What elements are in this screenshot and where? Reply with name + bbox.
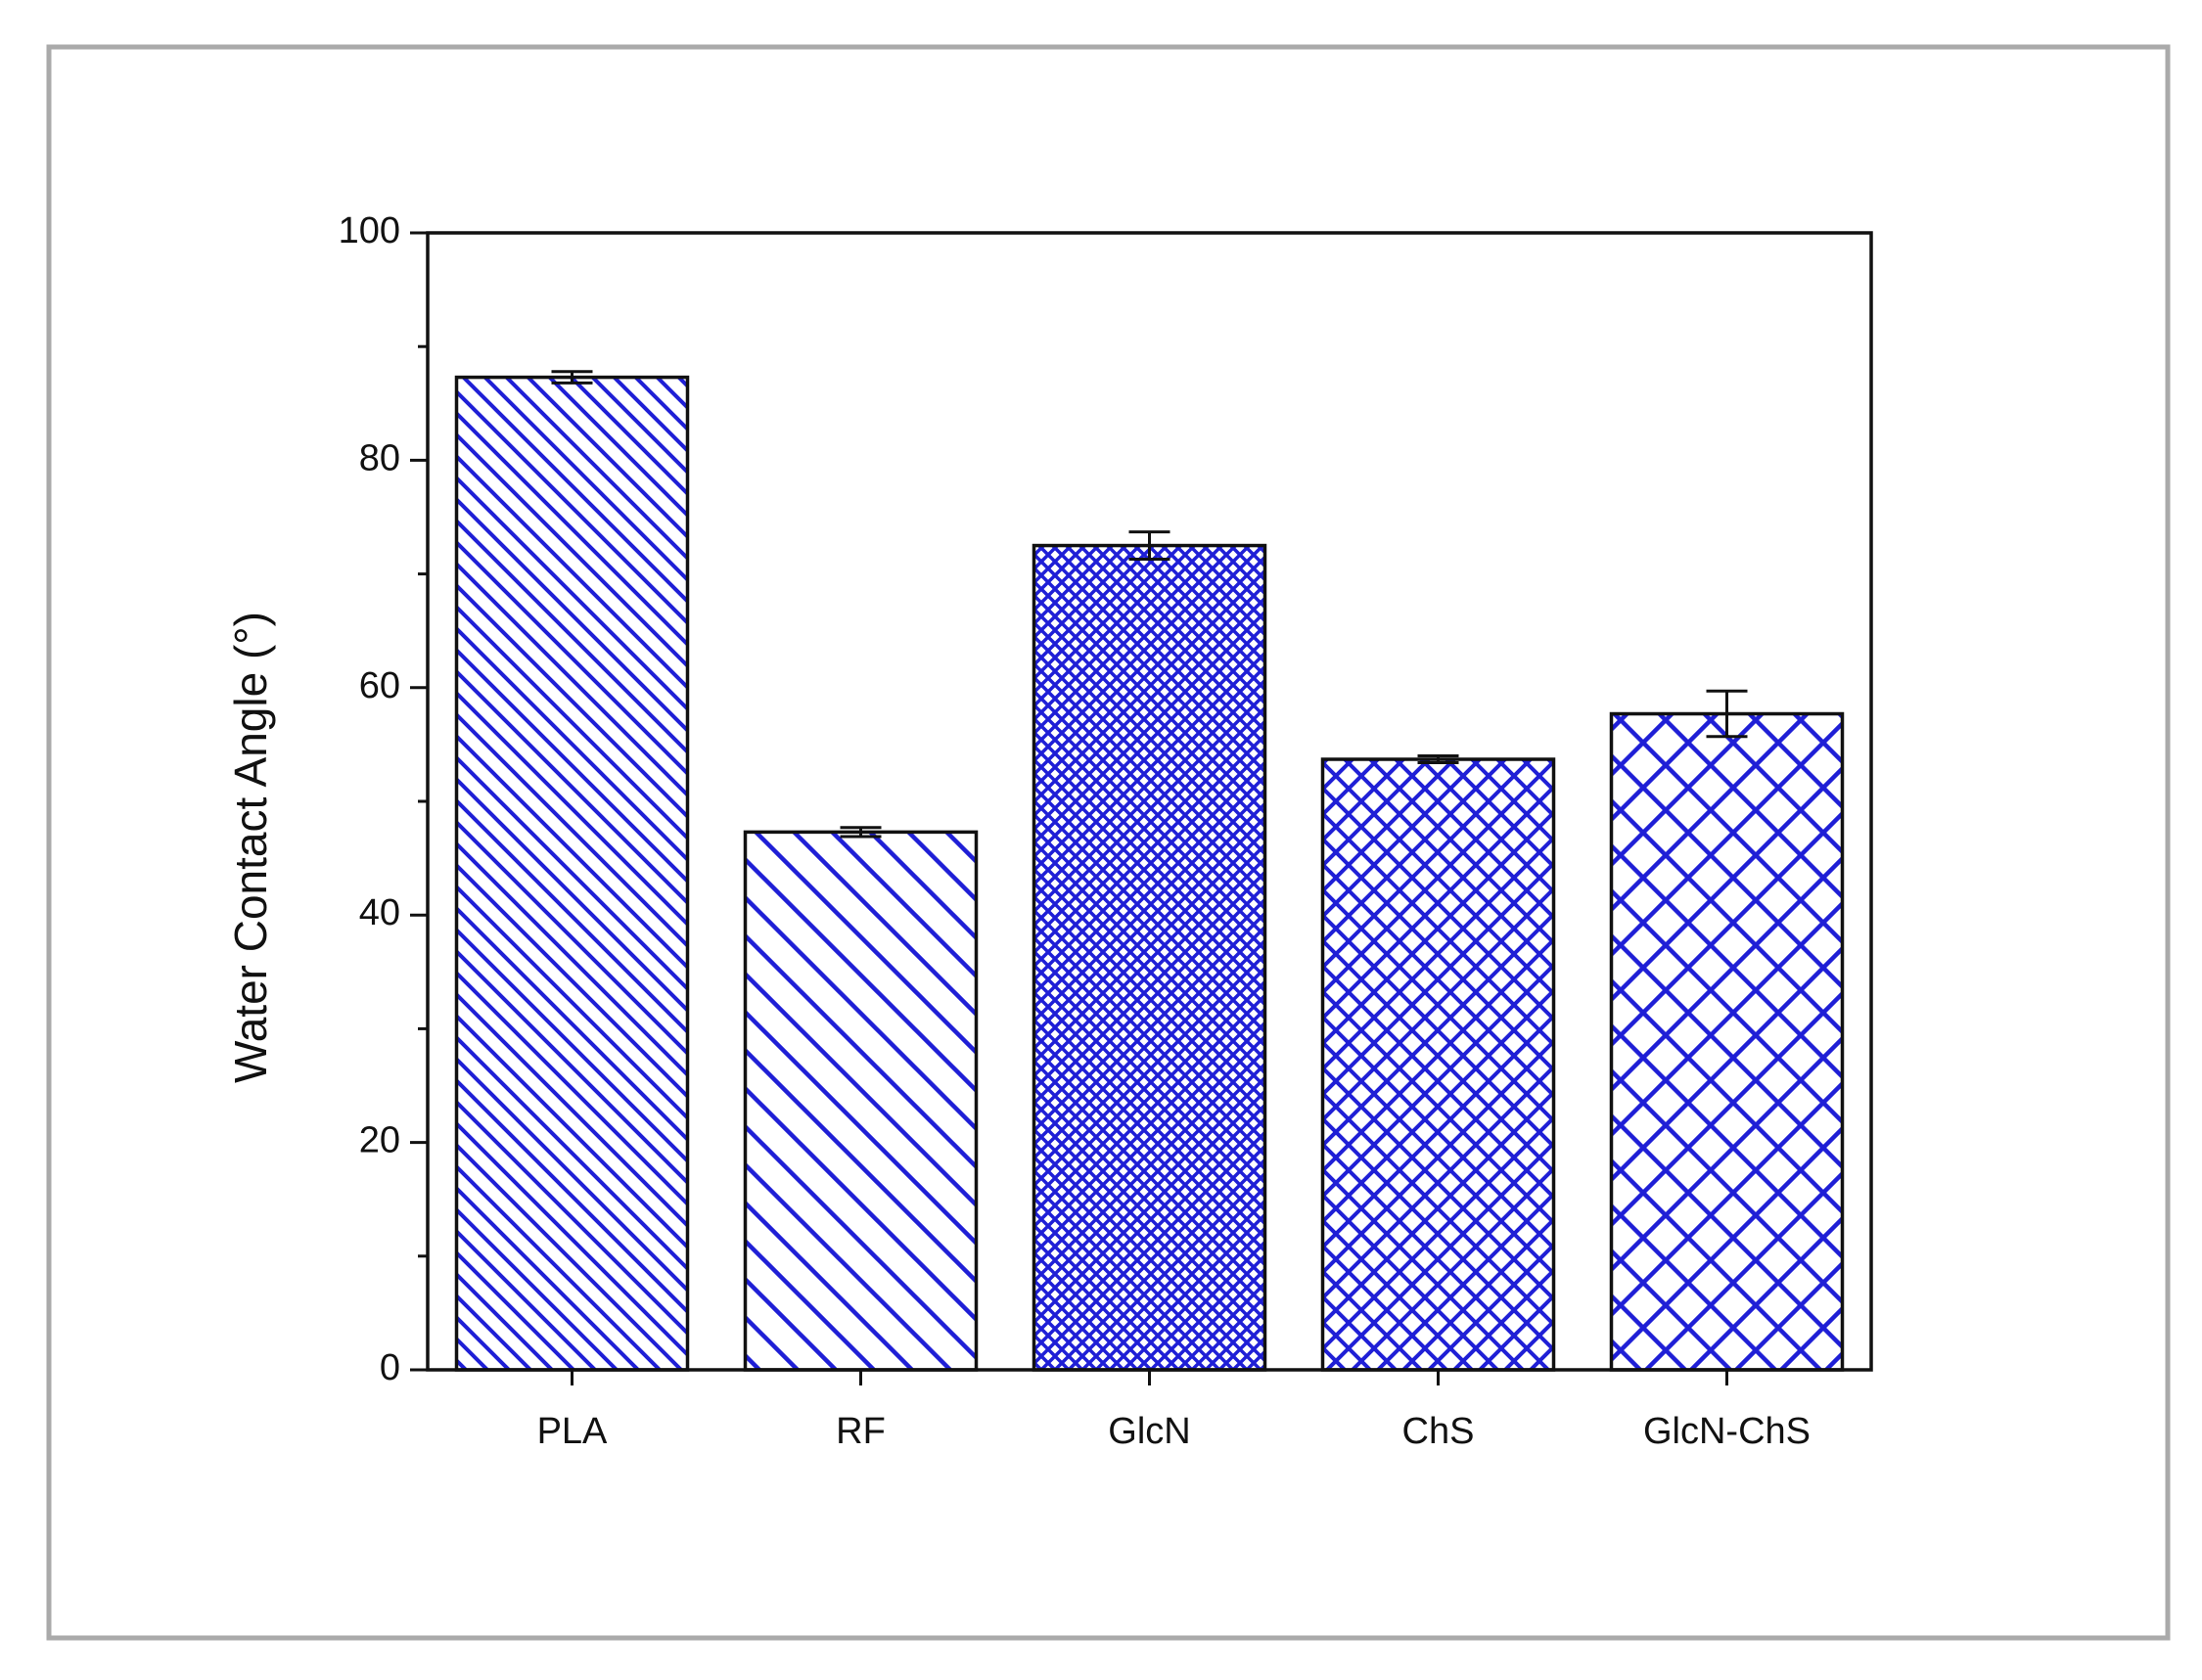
x-tick-label: PLA	[537, 1411, 608, 1452]
error-bar	[1128, 530, 1170, 561]
bar	[454, 375, 690, 1372]
x-tick-label: GlcN-ChS	[1643, 1411, 1811, 1452]
y-axis-title: Water Contact Angle (°)	[225, 612, 276, 1083]
error-bar	[840, 826, 882, 839]
x-tick-label: RF	[836, 1411, 886, 1452]
plot-frame	[426, 231, 1873, 1372]
y-tick-label: 100	[339, 210, 400, 251]
bar	[743, 830, 979, 1372]
x-tick-label: ChS	[1402, 1411, 1475, 1452]
y-tick-label: 0	[380, 1347, 400, 1388]
error-bar	[551, 370, 593, 385]
x-tick-label: GlcN	[1108, 1411, 1190, 1452]
bar	[1320, 757, 1556, 1372]
y-tick-label: 80	[359, 437, 400, 478]
bar	[1609, 711, 1845, 1372]
error-bar	[1706, 689, 1748, 739]
bar	[1032, 543, 1267, 1372]
error-bar	[1417, 754, 1459, 764]
y-tick-label: 40	[359, 892, 400, 933]
y-tick-label: 60	[359, 665, 400, 706]
y-tick-label: 20	[359, 1120, 400, 1161]
